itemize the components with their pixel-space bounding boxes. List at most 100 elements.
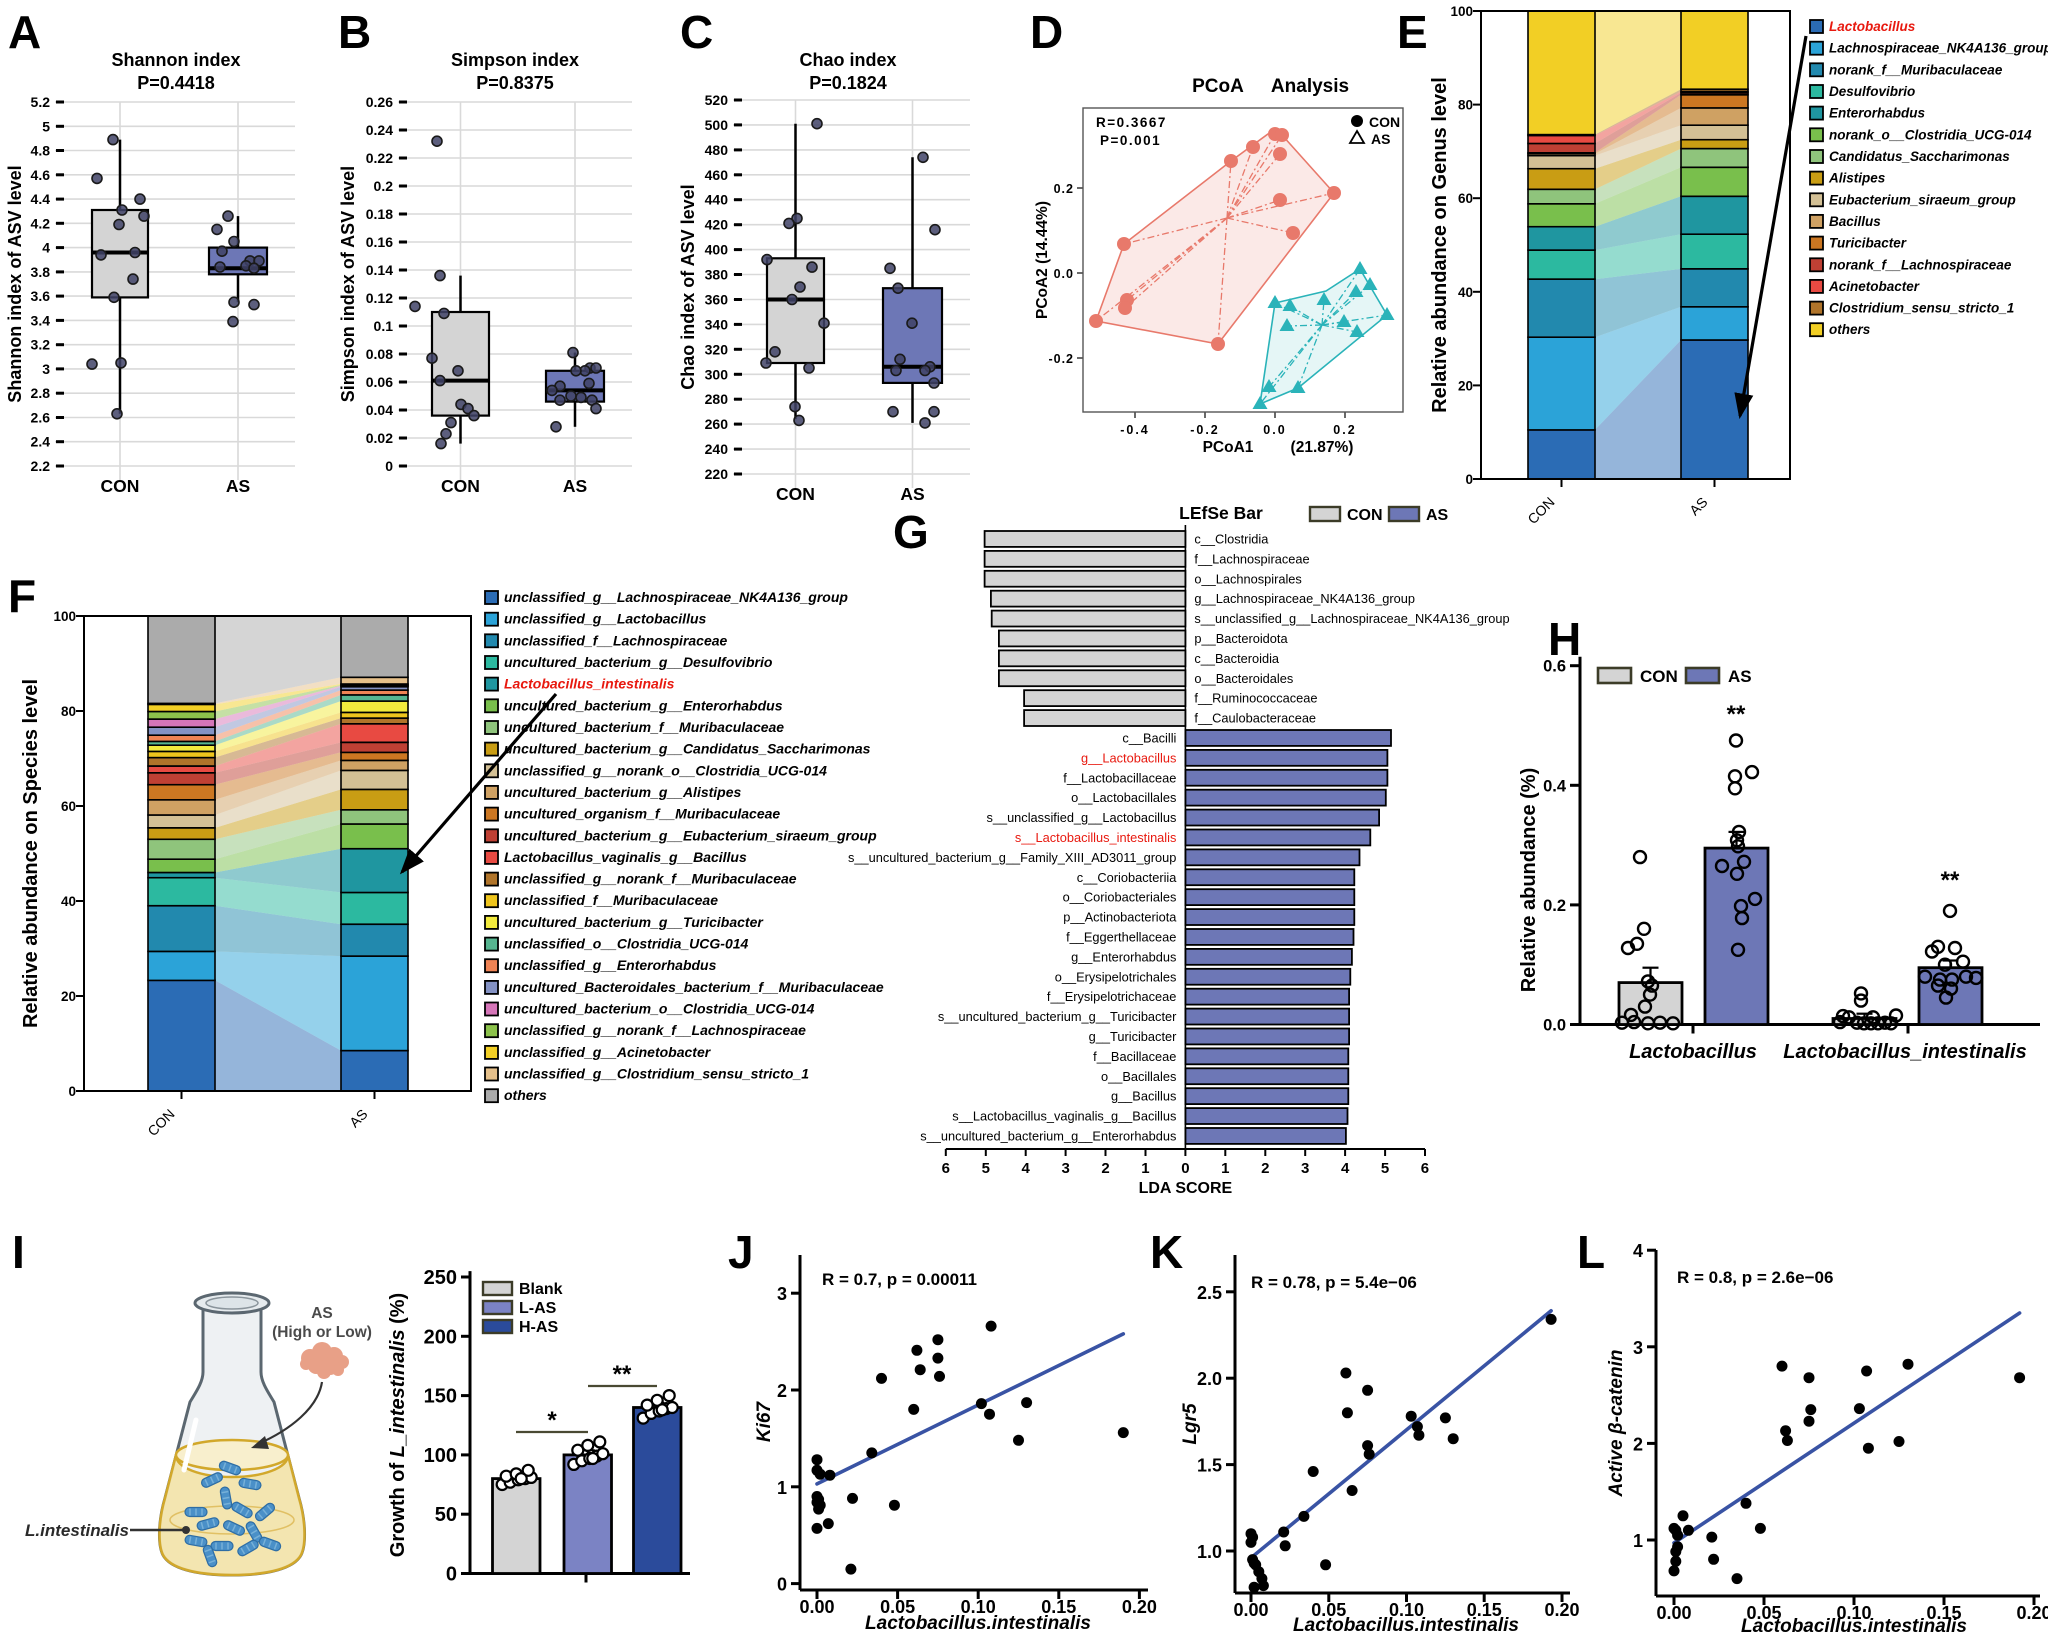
svg-text:6: 6 [942, 1160, 950, 1177]
svg-text:400: 400 [705, 242, 729, 258]
svg-text:0.0: 0.0 [1263, 423, 1286, 437]
svg-text:Relative abundance on Genus le: Relative abundance on Genus level [1429, 77, 1451, 413]
svg-text:**: ** [1727, 701, 1746, 728]
svg-text:PCoA1: PCoA1 [1203, 439, 1254, 456]
svg-text:s__Lactobacillus_vaginalis_g__: s__Lactobacillus_vaginalis_g__Bacillus [952, 1109, 1176, 1124]
svg-text:H: H [1548, 613, 1581, 665]
svg-text:1.0: 1.0 [1197, 1542, 1222, 1562]
svg-text:0.00: 0.00 [1233, 1600, 1268, 1620]
svg-text:320: 320 [705, 341, 729, 357]
svg-text:o__Bacillales: o__Bacillales [1101, 1069, 1176, 1084]
svg-text:others: others [1829, 322, 1871, 337]
svg-text:0.10: 0.10 [961, 1597, 996, 1617]
svg-text:norank_f__Lachnospiraceae: norank_f__Lachnospiraceae [1829, 257, 2012, 272]
svg-text:380: 380 [705, 267, 729, 283]
svg-text:3.8: 3.8 [31, 264, 51, 280]
svg-text:0.2: 0.2 [1543, 897, 1566, 915]
svg-text:s__unclassified_g__Lactobacill: s__unclassified_g__Lactobacillus [986, 810, 1176, 825]
svg-text:Lachnospiraceae_NK4A136_group: Lachnospiraceae_NK4A136_group [1829, 41, 2048, 56]
svg-text:-0.4: -0.4 [1120, 423, 1150, 437]
svg-text:I: I [12, 1226, 25, 1278]
svg-text:Simpson index of ASV level: Simpson index of ASV level [338, 166, 358, 402]
svg-text:0.2: 0.2 [1333, 423, 1356, 437]
svg-text:Shannon index of ASV level: Shannon index of ASV level [5, 165, 25, 402]
svg-text:uncultured_bacterium_g__Eubact: uncultured_bacterium_g__Eubacterium_sira… [504, 827, 877, 843]
svg-text:AS: AS [311, 1305, 333, 1322]
svg-text:unclassified_g__norank_f__Lach: unclassified_g__norank_f__Lachnospiracea… [504, 1022, 806, 1038]
svg-text:LDA SCORE: LDA SCORE [1139, 1180, 1233, 1197]
svg-text:1: 1 [1221, 1160, 1229, 1177]
svg-text:4: 4 [1341, 1160, 1350, 1177]
svg-text:f__Lactobacillaceae: f__Lactobacillaceae [1063, 770, 1176, 785]
svg-text:AS: AS [900, 484, 924, 504]
svg-text:0.2: 0.2 [1054, 182, 1074, 196]
svg-text:80: 80 [1458, 98, 1473, 113]
svg-text:g__Lachnospiraceae_NK4A136_gro: g__Lachnospiraceae_NK4A136_group [1194, 591, 1415, 606]
svg-text:unclassified_g__Lactobacillus: unclassified_g__Lactobacillus [504, 611, 707, 627]
svg-text:o__Lactobacillales: o__Lactobacillales [1071, 790, 1176, 805]
svg-text:uncultured_bacterium_g__Alisti: uncultured_bacterium_g__Alistipes [504, 784, 742, 800]
svg-text:0: 0 [777, 1575, 787, 1595]
svg-text:420: 420 [705, 217, 729, 233]
svg-text:P=0.4418: P=0.4418 [137, 73, 215, 93]
svg-text:480: 480 [705, 142, 729, 158]
svg-text:CON: CON [1347, 507, 1383, 524]
svg-text:Simpson index: Simpson index [451, 50, 579, 70]
svg-text:uncultured_Bacteroidales_bacte: uncultured_Bacteroidales_bacterium_f__Mu… [504, 979, 884, 995]
svg-text:Blank: Blank [519, 1281, 563, 1298]
svg-text:0: 0 [1181, 1160, 1189, 1177]
svg-text:CON: CON [441, 476, 480, 496]
svg-text:**: ** [1941, 867, 1960, 894]
svg-text:0: 0 [1465, 472, 1473, 487]
svg-text:P=0.001: P=0.001 [1100, 133, 1161, 148]
svg-text:p__Actinobacteriota: p__Actinobacteriota [1063, 910, 1177, 925]
svg-text:o__Lachnospirales: o__Lachnospirales [1194, 571, 1301, 586]
svg-text:0.15: 0.15 [1041, 1597, 1076, 1617]
svg-text:0.2: 0.2 [374, 178, 394, 194]
svg-text:0.4: 0.4 [1543, 777, 1567, 795]
svg-text:0: 0 [385, 458, 393, 474]
svg-text:100: 100 [53, 609, 76, 624]
svg-text:Alistipes: Alistipes [1828, 171, 1886, 186]
svg-text:Eubacterium_siraeum_group: Eubacterium_siraeum_group [1829, 192, 2016, 207]
svg-text:LEfSe Bar: LEfSe Bar [1179, 503, 1263, 523]
svg-text:1.5: 1.5 [1197, 1456, 1222, 1476]
svg-text:5.2: 5.2 [31, 94, 51, 110]
svg-text:280: 280 [705, 391, 729, 407]
svg-text:4.4: 4.4 [31, 191, 51, 207]
svg-text:0: 0 [68, 1084, 76, 1099]
svg-text:2.2: 2.2 [31, 458, 51, 474]
svg-text:5: 5 [982, 1160, 990, 1177]
svg-text:unclassified_f__Muribaculaceae: unclassified_f__Muribaculaceae [504, 892, 718, 908]
svg-text:Lactobacillus.intestinalis: Lactobacillus.intestinalis [865, 1613, 1091, 1634]
svg-text:f__Caulobacteraceae: f__Caulobacteraceae [1194, 711, 1316, 726]
svg-text:240: 240 [705, 441, 729, 457]
svg-text:3: 3 [1633, 1338, 1643, 1358]
svg-text:G: G [893, 506, 929, 558]
svg-text:Active β-catenin: Active β-catenin [1606, 1350, 1627, 1498]
svg-text:2.4: 2.4 [31, 434, 51, 450]
svg-text:AS: AS [1371, 131, 1390, 147]
svg-text:B: B [338, 6, 371, 58]
svg-text:J: J [728, 1226, 754, 1278]
svg-text:C: C [680, 6, 713, 58]
svg-text:60: 60 [1458, 191, 1473, 206]
svg-text:c__Coriobacteriia: c__Coriobacteriia [1077, 870, 1177, 885]
svg-text:0.15: 0.15 [1926, 1603, 1961, 1623]
svg-text:0.00: 0.00 [1656, 1603, 1691, 1623]
svg-text:L.intestinalis: L.intestinalis [25, 1521, 129, 1540]
svg-text:c__Bacilli: c__Bacilli [1122, 731, 1176, 746]
svg-text:150: 150 [424, 1386, 457, 1408]
svg-text:Lactobacillus.intestinalis: Lactobacillus.intestinalis [1741, 1616, 1967, 1634]
svg-text:4: 4 [1022, 1160, 1031, 1177]
svg-text:20: 20 [1458, 378, 1473, 393]
svg-text:Turicibacter: Turicibacter [1829, 236, 1907, 251]
svg-text:uncultured_bacterium_f__Muriba: uncultured_bacterium_f__Muribaculaceae [504, 719, 784, 735]
svg-text:0.20: 0.20 [2016, 1603, 2048, 1623]
svg-text:4.8: 4.8 [31, 143, 51, 159]
svg-text:s__uncultured_bacterium_g__Fam: s__uncultured_bacterium_g__Family_XIII_A… [848, 850, 1176, 865]
svg-text:0.05: 0.05 [880, 1597, 915, 1617]
svg-text:0.15: 0.15 [1467, 1600, 1502, 1620]
svg-text:Clostridium_sensu_stricto_1: Clostridium_sensu_stricto_1 [1829, 301, 2014, 316]
svg-text:-0.2: -0.2 [1048, 352, 1074, 366]
